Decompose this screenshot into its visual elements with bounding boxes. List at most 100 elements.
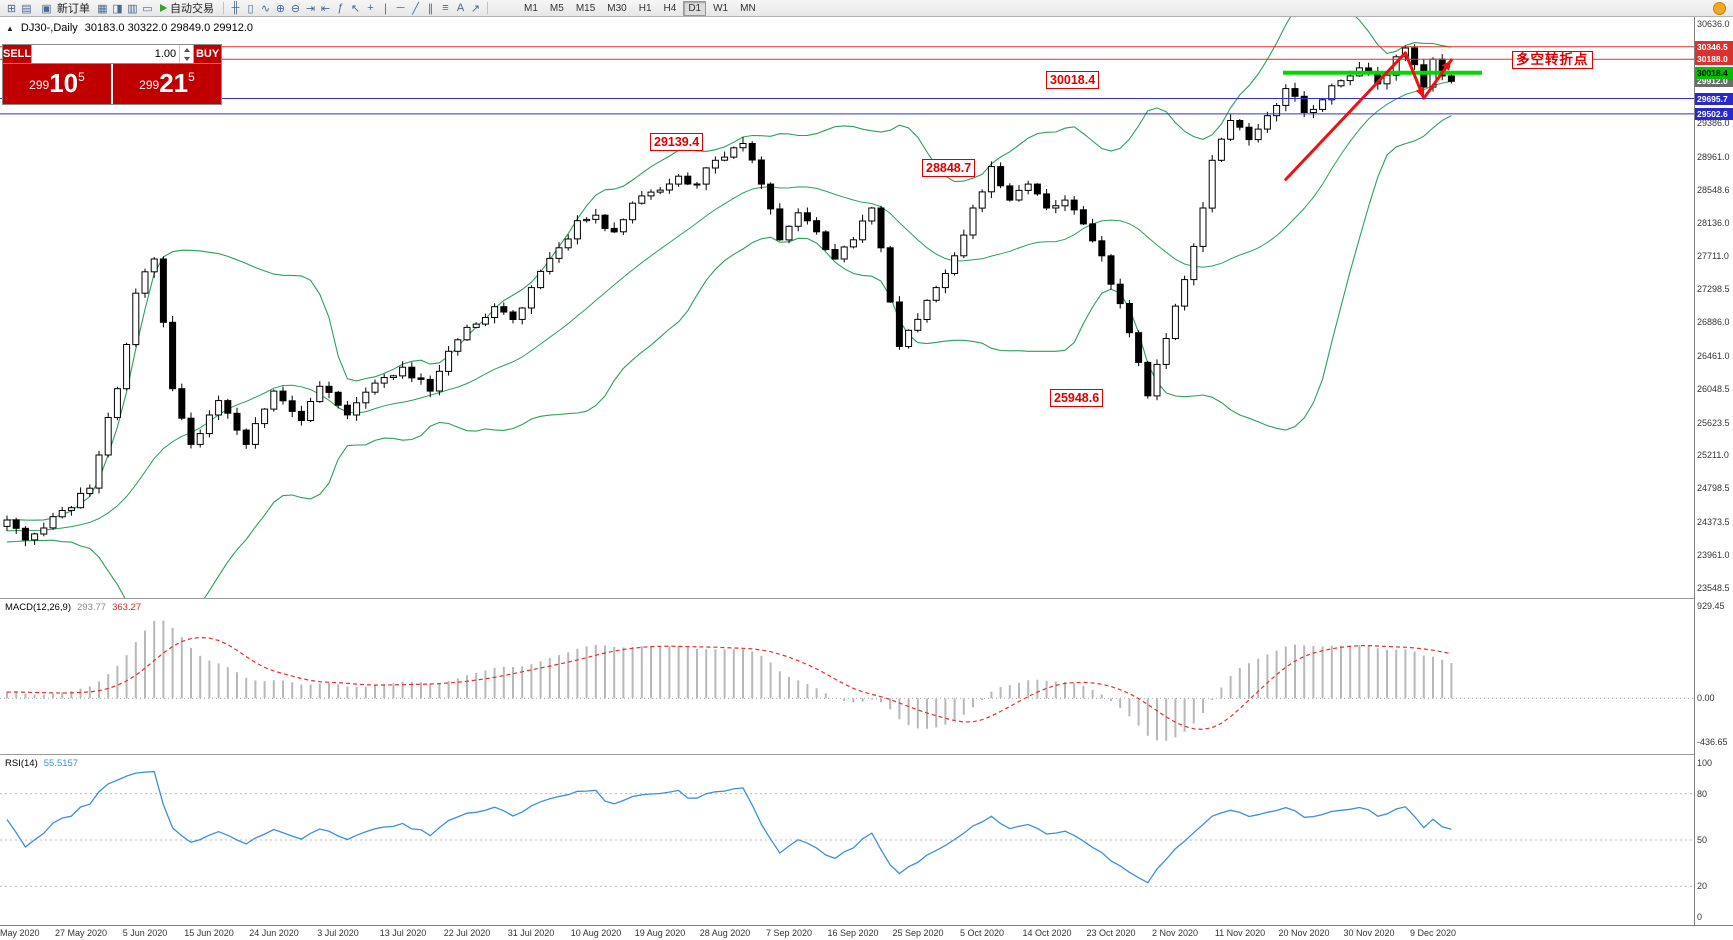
price-tick: 24798.5	[1697, 483, 1730, 493]
date-label: 30 Nov 2020	[1343, 928, 1395, 938]
toolbar-separator	[487, 2, 488, 14]
new-order-button[interactable]: ▣ 新订单	[34, 1, 95, 16]
sell-price-button[interactable]: 299 10 5	[3, 64, 111, 104]
price-tick: 27298.5	[1697, 284, 1730, 294]
toolbar-mid-icons: ▦ ◨ ▥ ▭	[95, 1, 155, 16]
cursor-icon[interactable]: ↖	[350, 2, 361, 15]
low-label-25948[interactable]: 25948.6	[1050, 389, 1104, 407]
zoom-in-icon[interactable]: ⊕	[275, 2, 286, 15]
sell-header-button[interactable]: SELL	[3, 45, 32, 63]
date-label: 25 Sep 2020	[892, 928, 944, 938]
volume-spinner	[179, 45, 193, 63]
auto-scroll-icon[interactable]: ⇥	[305, 2, 316, 15]
rsi-scale-tick: 100	[1697, 758, 1713, 768]
level-label-30018[interactable]: 30018.4	[1046, 71, 1100, 89]
date-label: 24 Jun 2020	[249, 928, 299, 938]
date-label: 11 Nov 2020	[1214, 928, 1266, 938]
crosshair-icon[interactable]: +	[367, 2, 374, 14]
panel-separator[interactable]	[0, 754, 1733, 755]
peak-label-28848[interactable]: 28848.7	[922, 159, 976, 177]
toolbar-left-icons: ⊞ ▤	[4, 1, 34, 16]
price-tick: 25211.0	[1697, 450, 1729, 460]
timeframe-button-d1[interactable]: D1	[683, 0, 707, 16]
macd-scale-tick: 929.45	[1697, 601, 1725, 611]
chart-canvas[interactable]: ▲ DJ30-,Daily 30183.0 30322.0 29849.0 29…	[0, 17, 1733, 925]
volume-input[interactable]	[32, 45, 180, 63]
date-label: 3 Jul 2020	[317, 928, 359, 938]
price-tick: 26886.0	[1697, 317, 1730, 327]
date-label: 31 Jul 2020	[507, 928, 555, 938]
macd-scale-tick: 0.00	[1697, 693, 1715, 703]
zoom-out-icon[interactable]: ⊖	[290, 2, 301, 15]
volume-down-button[interactable]	[180, 54, 193, 63]
rsi-label: RSI(14)	[5, 758, 38, 769]
market-watch-icon[interactable]: ▦	[97, 2, 108, 15]
macd-panel-chart[interactable]	[0, 599, 1694, 754]
buy-header-button[interactable]: BUY	[194, 45, 221, 63]
peak-label-29139[interactable]: 29139.4	[650, 133, 704, 151]
timeframe-button-mn[interactable]: MN	[740, 2, 756, 14]
timeframe-button-h4[interactable]: H4	[663, 2, 677, 14]
buy-price-button[interactable]: 299 21 5	[111, 64, 221, 104]
turning-point-label[interactable]: 多空转折点	[1512, 51, 1593, 69]
rsi-label-row: RSI(14) 55.5157	[5, 758, 78, 769]
timeframe-button-w1[interactable]: W1	[713, 2, 729, 14]
price-tick: 30636.0	[1697, 19, 1730, 29]
timeframe-button-m30[interactable]: M30	[607, 2, 627, 14]
rsi-scale-tick: 0	[1697, 912, 1703, 922]
timeframe-button-h1[interactable]: H1	[638, 2, 652, 14]
date-label: 28 Aug 2020	[699, 928, 751, 938]
panel-separator[interactable]	[0, 598, 1733, 599]
time-axis[interactable]: 8 May 2020 27 May 2020 5 Jun 2020 15 Jun 20…	[0, 925, 1733, 940]
date-label: 10 Aug 2020	[570, 928, 622, 938]
autotrade-button[interactable]: 自动交易	[155, 1, 219, 16]
volume-box	[31, 45, 195, 63]
chart-shift-icon[interactable]: ⇤	[320, 2, 331, 15]
date-label: 22 Jul 2020	[443, 928, 491, 938]
price-tick: 28136.0	[1697, 218, 1730, 228]
symbol-marker-icon: ▲	[6, 23, 14, 33]
navigator-icon[interactable]: ▥	[127, 2, 138, 15]
bars-mode-icon[interactable]: ╫	[231, 2, 240, 14]
price-tag: 30018.4	[1695, 67, 1733, 79]
price-panel-chart[interactable]	[0, 17, 1694, 598]
arrow-tool-icon[interactable]: ↗	[470, 2, 481, 15]
line-mode-icon[interactable]: ∿	[260, 2, 271, 15]
date-label: 5 Oct 2020	[959, 928, 1005, 938]
notification-icon[interactable]	[1713, 1, 1726, 15]
data-window-icon[interactable]: ◨	[112, 2, 123, 15]
profiles-icon[interactable]: ▤	[21, 2, 32, 15]
candles-mode-icon[interactable]: ▯	[247, 2, 254, 15]
indicators-icon[interactable]: ƒ	[337, 2, 344, 14]
rsi-scale-tick: 50	[1697, 835, 1708, 845]
price-tick: 26461.0	[1697, 351, 1730, 361]
new-chart-icon[interactable]: ⊞	[6, 2, 17, 15]
trendline-icon[interactable]: ╱	[412, 2, 419, 15]
sell-price-pips: 10	[49, 68, 79, 98]
symbol-period-label: DJ30-,Daily	[20, 22, 78, 34]
autotrade-label: 自动交易	[170, 3, 214, 15]
vertical-line-icon[interactable]: ∣	[382, 2, 389, 15]
date-label: 23 Oct 2020	[1086, 928, 1136, 938]
volume-up-button[interactable]	[180, 45, 193, 54]
timeframe-button-m1[interactable]: M1	[524, 2, 538, 14]
price-tick: 29386.0	[1697, 118, 1730, 128]
price-tick: 27711.0	[1697, 251, 1729, 261]
fibonacci-icon[interactable]: ≡	[442, 2, 449, 14]
timeframe-button-m15[interactable]: M15	[575, 2, 596, 14]
timeframe-button-m5[interactable]: M5	[549, 2, 564, 14]
horizontal-line-icon[interactable]: ─	[396, 2, 405, 14]
channel-icon[interactable]: ∥	[427, 2, 434, 15]
date-label: 14 Oct 2020	[1022, 928, 1072, 938]
ohlc-values: 30183.0 30322.0 29849.0 29912.0	[84, 22, 253, 34]
rsi-scale-tick: 80	[1697, 789, 1708, 799]
rsi-value: 55.5157	[43, 758, 79, 769]
rsi-panel-chart[interactable]	[0, 755, 1694, 925]
terminal-icon[interactable]: ▭	[142, 2, 153, 15]
price-tick: 25623.5	[1697, 418, 1730, 428]
date-label: 7 Sep 2020	[765, 928, 813, 938]
price-axis[interactable]: 30636.0 29386.0 28961.0 28548.6 28136.0 27711…	[1694, 17, 1733, 925]
date-label: 27 May 2020	[54, 928, 108, 938]
sell-price-frac: 5	[78, 70, 85, 84]
text-icon[interactable]: A	[456, 2, 465, 14]
